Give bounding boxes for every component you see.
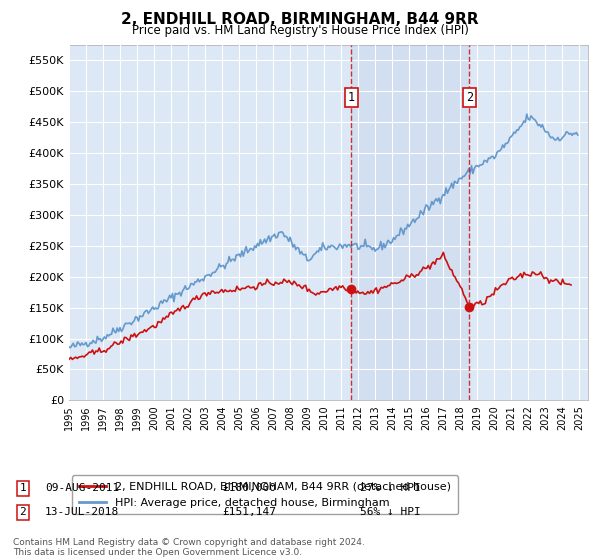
Text: 56% ↓ HPI: 56% ↓ HPI [360, 507, 421, 517]
Text: £151,147: £151,147 [222, 507, 276, 517]
Text: 2: 2 [19, 507, 26, 517]
Text: 09-AUG-2011: 09-AUG-2011 [45, 483, 119, 493]
Text: £180,000: £180,000 [222, 483, 276, 493]
Text: 2, ENDHILL ROAD, BIRMINGHAM, B44 9RR: 2, ENDHILL ROAD, BIRMINGHAM, B44 9RR [121, 12, 479, 27]
Text: 13-JUL-2018: 13-JUL-2018 [45, 507, 119, 517]
Text: 2: 2 [466, 91, 473, 104]
Text: 1: 1 [19, 483, 26, 493]
Text: 1: 1 [348, 91, 355, 104]
Text: 27% ↓ HPI: 27% ↓ HPI [360, 483, 421, 493]
Legend: 2, ENDHILL ROAD, BIRMINGHAM, B44 9RR (detached house), HPI: Average price, detac: 2, ENDHILL ROAD, BIRMINGHAM, B44 9RR (de… [72, 475, 458, 514]
Text: Price paid vs. HM Land Registry's House Price Index (HPI): Price paid vs. HM Land Registry's House … [131, 24, 469, 37]
Text: Contains HM Land Registry data © Crown copyright and database right 2024.
This d: Contains HM Land Registry data © Crown c… [13, 538, 365, 557]
Bar [352, 45, 469, 400]
